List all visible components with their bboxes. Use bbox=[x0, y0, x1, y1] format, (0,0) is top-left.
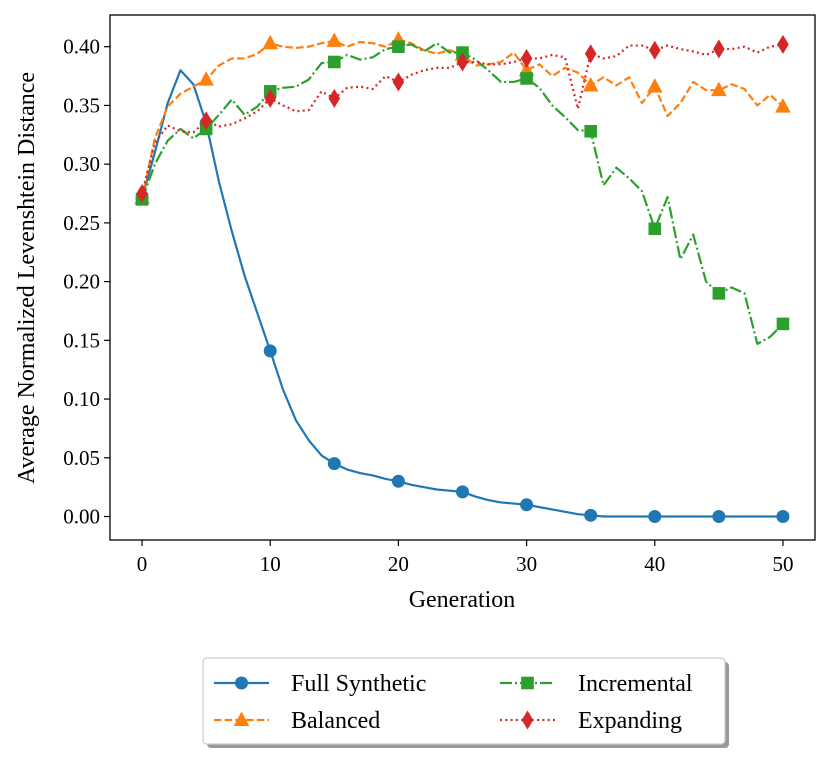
plot-area bbox=[109, 14, 816, 541]
data-point-full-synthetic bbox=[263, 344, 277, 358]
data-point-balanced bbox=[326, 32, 343, 47]
legend-marker bbox=[235, 676, 248, 690]
data-point-balanced bbox=[198, 71, 214, 86]
y-tick-label: 0.40 bbox=[63, 35, 100, 59]
data-point-balanced bbox=[582, 76, 599, 92]
y-tick-label: 0.35 bbox=[63, 93, 100, 117]
y-axis-label: Average Normalized Levenshtein Distance bbox=[14, 72, 40, 484]
legend-entry-incremental: Incremental bbox=[500, 671, 693, 697]
data-point-incremental bbox=[328, 55, 341, 69]
data-point-full-synthetic bbox=[712, 510, 726, 524]
data-point-full-synthetic bbox=[776, 510, 790, 524]
data-point-incremental bbox=[776, 317, 790, 331]
data-point-expanding bbox=[136, 184, 148, 204]
legend-label: Balanced bbox=[291, 708, 380, 734]
data-point-expanding bbox=[584, 44, 597, 64]
data-point-incremental bbox=[712, 287, 726, 300]
data-point-full-synthetic bbox=[327, 457, 341, 471]
data-point-balanced bbox=[711, 81, 727, 97]
x-tick-label: 40 bbox=[644, 552, 665, 576]
data-point-expanding bbox=[200, 111, 212, 131]
data-point-full-synthetic bbox=[391, 474, 405, 488]
data-point-expanding bbox=[713, 39, 725, 59]
plot-frame bbox=[109, 14, 816, 541]
x-tick-label: 0 bbox=[137, 552, 148, 576]
data-point-incremental bbox=[584, 124, 597, 138]
legend-box bbox=[202, 657, 726, 745]
series-expanding bbox=[136, 34, 789, 204]
legend-label: Incremental bbox=[578, 671, 693, 697]
data-point-full-synthetic bbox=[520, 498, 534, 512]
data-point-incremental bbox=[392, 40, 405, 54]
data-point-full-synthetic bbox=[584, 508, 598, 522]
data-point-balanced bbox=[775, 98, 791, 113]
data-point-expanding bbox=[328, 88, 341, 108]
legend-entry-balanced: Balanced bbox=[214, 708, 380, 734]
legend-entry-full-synthetic: Full Synthetic bbox=[214, 671, 426, 697]
legend-entry-expanding: Expanding bbox=[500, 708, 682, 734]
series-line-incremental bbox=[141, 42, 784, 345]
y-tick-label: 0.30 bbox=[63, 152, 100, 176]
x-axis-label: Generation bbox=[409, 587, 516, 613]
y-tick-label: 0.10 bbox=[63, 387, 100, 411]
y-tick-label: 0.00 bbox=[63, 505, 100, 529]
y-tick-label: 0.05 bbox=[63, 446, 100, 470]
data-point-incremental bbox=[520, 72, 533, 85]
x-tick-label: 30 bbox=[516, 552, 537, 576]
data-point-expanding bbox=[456, 52, 469, 72]
legend-label: Full Synthetic bbox=[291, 671, 426, 697]
legend-label: Expanding bbox=[578, 708, 682, 734]
legend-marker bbox=[521, 710, 534, 730]
legend-marker bbox=[233, 711, 250, 726]
x-axis: 0 10 20 30 40 50 bbox=[137, 540, 793, 576]
data-point-expanding bbox=[392, 72, 405, 92]
x-tick-label: 10 bbox=[260, 552, 281, 576]
data-point-expanding bbox=[520, 48, 533, 68]
series-incremental bbox=[135, 40, 790, 345]
y-tick-label: 0.15 bbox=[63, 328, 100, 352]
data-point-expanding bbox=[264, 88, 277, 108]
data-point-full-synthetic bbox=[456, 485, 469, 499]
x-tick-label: 20 bbox=[388, 552, 409, 576]
data-point-expanding bbox=[777, 34, 789, 54]
data-point-expanding bbox=[648, 40, 661, 60]
series-line-full-synthetic bbox=[140, 69, 783, 518]
data-point-balanced bbox=[262, 34, 279, 50]
data-point-balanced bbox=[646, 78, 663, 93]
series-full-synthetic bbox=[135, 69, 790, 524]
x-tick-label: 50 bbox=[772, 552, 793, 576]
y-tick-label: 0.20 bbox=[63, 270, 100, 294]
legend: Full Synthetic Balanced Incremental Expandi… bbox=[202, 657, 729, 748]
data-point-incremental bbox=[648, 222, 662, 236]
y-tick-label: 0.25 bbox=[63, 211, 100, 235]
data-point-full-synthetic bbox=[648, 510, 662, 524]
legend-marker bbox=[521, 676, 534, 690]
y-axis: 0.00 0.05 0.10 0.15 0.20 0.25 0.30 0.35 0.40 bbox=[63, 35, 110, 529]
